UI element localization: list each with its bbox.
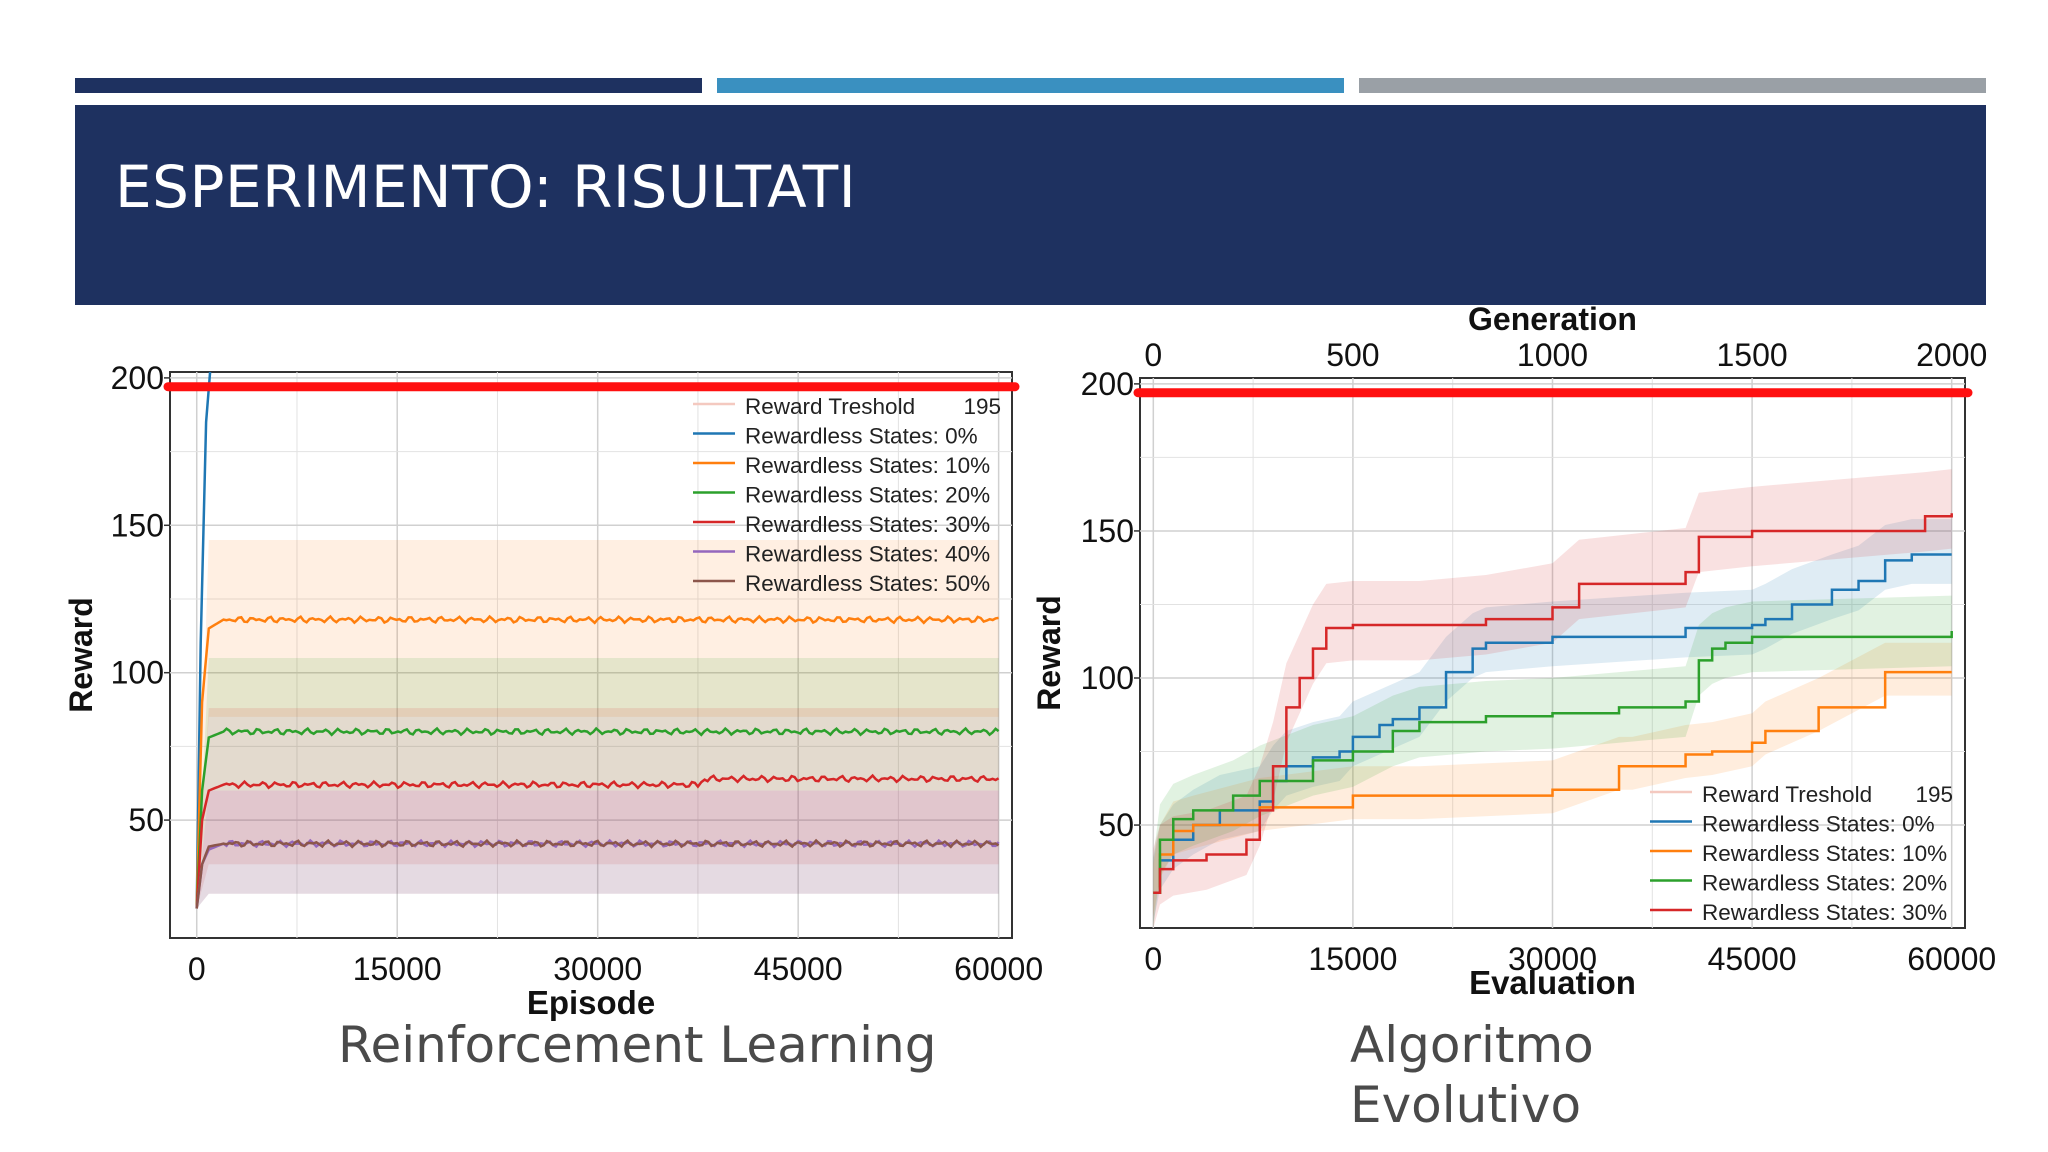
x-tick-label: 0 [188, 951, 206, 987]
top-x-tick-label: 2000 [1916, 337, 1987, 373]
series-line [195, 838, 1000, 909]
legend-threshold-value: 195 [1915, 782, 1953, 807]
series-line [195, 726, 1000, 909]
confidence-band [1153, 519, 1952, 923]
legend-label: Rewardless States: 0% [745, 424, 978, 449]
top-accent-bar-gray [1359, 78, 1986, 93]
legend-label: Rewardless States: 10% [1702, 841, 1947, 866]
confidence-band [196, 708, 999, 909]
legend-label: Rewardless States: 30% [745, 512, 990, 537]
legend-label: Rewardless States: 30% [1702, 900, 1947, 925]
legend: Reward Treshold 195 Rewardless States: 0% R… [693, 394, 1001, 596]
x-tick-label: 15000 [353, 951, 442, 987]
legend-label: Reward Treshold [1702, 782, 1872, 807]
legend: Reward Treshold 195 Rewardless States: 0% R… [1650, 782, 1953, 925]
legend-label: Rewardless States: 0% [1702, 812, 1935, 837]
series-line [195, 614, 999, 909]
x-tick-label: 30000 [553, 951, 642, 987]
caption-ea-line2: Evolutivo [1350, 1076, 1582, 1134]
y-tick-label: 150 [111, 507, 164, 543]
x-tick-label: 45000 [1708, 941, 1797, 977]
series-line [195, 371, 212, 909]
y-tick-label: 200 [1081, 366, 1134, 402]
legend-label: Rewardless States: 40% [745, 542, 990, 567]
series-line [195, 773, 1000, 909]
legend-label: Rewardless States: 10% [745, 453, 990, 478]
top-accent-bar-dark [75, 78, 702, 93]
x-axis-label: Evaluation [1469, 964, 1636, 1001]
caption-ea-line1: Algoritmo [1350, 1016, 1594, 1074]
x-tick-label: 15000 [1308, 941, 1397, 977]
y-axis-label: Reward [63, 597, 99, 713]
y-axis-label: Reward [1031, 595, 1067, 711]
confidence-band [1153, 642, 1952, 917]
x-tick-label: 60000 [954, 951, 1043, 987]
legend-label: Rewardless States: 50% [745, 571, 990, 596]
legend-label: Rewardless States: 20% [1702, 871, 1947, 896]
top-x-tick-label: 500 [1326, 337, 1379, 373]
x-axis-label: Episode [527, 984, 655, 1021]
top-x-tick-label: 0 [1144, 337, 1162, 373]
title-banner: ESPERIMENTO: RISULTATI [75, 105, 1986, 305]
y-tick-label: 50 [1098, 807, 1134, 843]
series-line [1153, 630, 1953, 894]
confidence-band [196, 540, 999, 909]
y-tick-label: 50 [128, 802, 164, 838]
legend-label: Rewardless States: 20% [745, 483, 990, 508]
y-tick-label: 200 [111, 360, 164, 396]
x-tick-label: 0 [1144, 941, 1162, 977]
series-line [1153, 670, 1952, 894]
slide-title: ESPERIMENTO: RISULTATI [115, 153, 857, 221]
confidence-band [196, 790, 999, 909]
confidence-band [1153, 469, 1952, 928]
series-line [1153, 513, 1953, 894]
legend-threshold-value: 195 [963, 394, 1001, 419]
caption-evolutionary-algorithm: Algoritmo Evolutivo [1350, 1015, 1680, 1135]
x-tick-label: 60000 [1907, 941, 1996, 977]
top-x-tick-label: 1000 [1517, 337, 1588, 373]
confidence-band [196, 790, 999, 909]
top-accent-bar-blue [717, 78, 1344, 93]
top-x-tick-label: 1500 [1717, 337, 1788, 373]
y-tick-label: 150 [1081, 513, 1134, 549]
series-line [1153, 553, 1952, 894]
y-tick-label: 100 [111, 655, 164, 691]
x-tick-label: 45000 [754, 951, 843, 987]
y-tick-label: 100 [1081, 660, 1134, 696]
caption-reinforcement-learning: Reinforcement Learning [338, 1016, 937, 1074]
top-x-axis-label: Generation [1468, 301, 1637, 337]
x-tick-label: 30000 [1508, 941, 1597, 977]
legend-label: Reward Treshold [745, 394, 915, 419]
